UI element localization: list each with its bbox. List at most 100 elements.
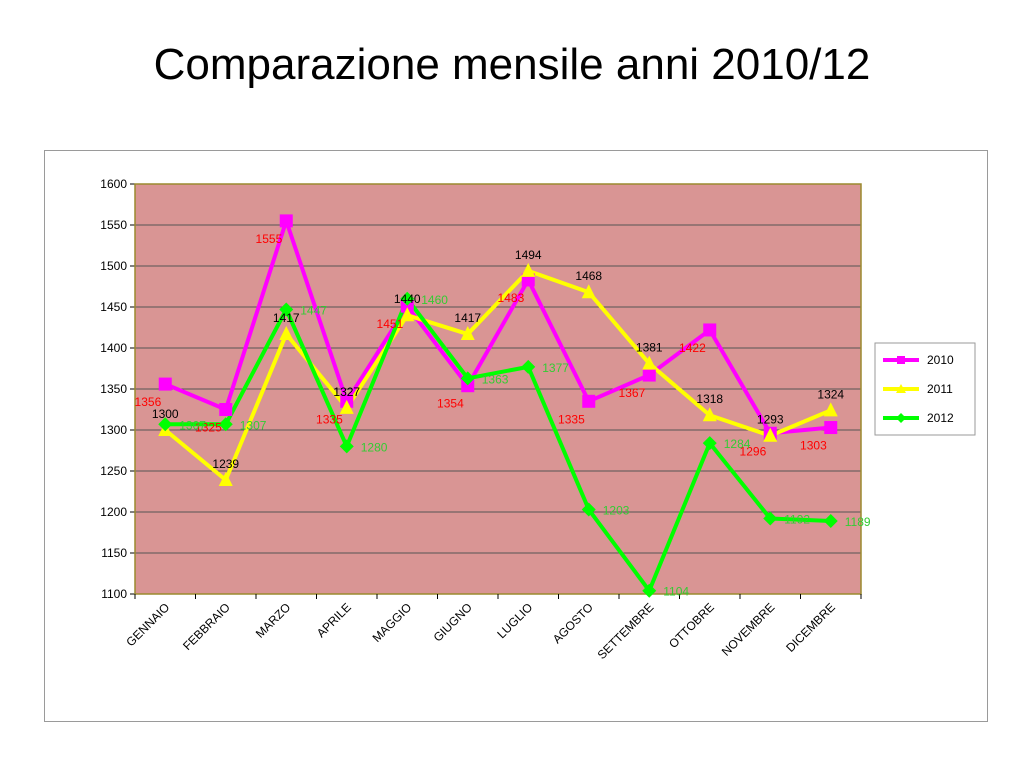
x-tick-label: FEBBRAIO <box>180 600 233 653</box>
data-label-2010: 1354 <box>437 397 464 411</box>
data-label-2012: 1192 <box>784 513 810 527</box>
data-label-2011: 1318 <box>696 392 723 406</box>
data-label-2010: 1367 <box>619 386 646 400</box>
data-label-2012: 1377 <box>542 361 569 375</box>
data-label-2010: 1325 <box>195 421 222 435</box>
series-line-2012 <box>165 296 831 593</box>
data-label-2012: 1189 <box>845 515 871 529</box>
data-label-2010: 1451 <box>377 317 404 331</box>
legend-label-2010: 2010 <box>927 353 954 367</box>
data-point-2010 <box>642 368 656 382</box>
x-tick-label: GIUGNO <box>431 600 475 644</box>
data-label-2012: 1363 <box>482 372 509 386</box>
y-tick-label: 1250 <box>100 464 127 478</box>
data-point-2011 <box>581 284 596 299</box>
data-label-2012: 1460 <box>421 293 448 307</box>
data-point-2012 <box>218 417 233 432</box>
line-chart: 1100 1150 1200 1250 1300 1350 1400 1450 1500 1550… <box>100 177 976 662</box>
data-point-2012 <box>581 502 596 517</box>
data-point-2011 <box>763 427 778 442</box>
data-point-2012 <box>763 511 778 526</box>
data-label-2010: 1296 <box>740 444 767 458</box>
data-label-2012: 1284 <box>724 437 751 451</box>
data-label-2011: 1417 <box>273 311 300 325</box>
data-point-2012 <box>702 436 717 451</box>
data-label-2011: 1324 <box>817 387 844 401</box>
data-point-2012 <box>823 514 838 529</box>
data-label-2012: 1104 <box>663 585 689 599</box>
data-point-2011 <box>339 399 354 414</box>
data-point-2012 <box>279 302 294 317</box>
data-point-2012 <box>400 291 415 306</box>
data-label-2010: 1555 <box>256 232 283 246</box>
y-tick-label: 1100 <box>101 587 127 601</box>
data-label-2010: 1335 <box>316 412 343 426</box>
data-point-2011 <box>702 407 717 422</box>
data-label-2012: 1203 <box>603 504 630 518</box>
data-point-2011 <box>460 326 475 341</box>
x-tick-label: LUGLIO <box>494 600 535 641</box>
data-point-2012 <box>158 417 173 432</box>
legend-marker-2010 <box>897 356 905 364</box>
y-tick-label: 1350 <box>100 382 127 396</box>
y-tick-label: 1300 <box>100 423 127 437</box>
data-label-2011: 1327 <box>333 385 360 399</box>
x-tick-label: MARZO <box>253 600 294 641</box>
data-point-2010 <box>219 403 233 416</box>
x-tick-label: AGOSTO <box>550 600 596 646</box>
legend-marker-2011 <box>896 384 906 393</box>
data-point-2011 <box>642 355 657 370</box>
y-tick-label: 1200 <box>100 505 127 519</box>
data-label-2011: 1468 <box>575 269 602 283</box>
chart-frame: 1100 1150 1200 1250 1300 1350 1400 1450 1500 1550… <box>44 150 988 722</box>
data-point-2011 <box>279 326 294 341</box>
data-point-2010 <box>279 214 293 228</box>
data-label-2010: 1483 <box>498 291 525 305</box>
data-point-2010 <box>824 421 838 435</box>
data-point-2012 <box>460 371 475 386</box>
y-tick-label: 1500 <box>100 259 127 273</box>
data-point-2011 <box>400 307 415 322</box>
slide-title: Comparazione mensile anni 2010/12 <box>153 40 871 89</box>
data-label-2010: 1356 <box>135 395 162 409</box>
data-label-2012: 1307 <box>240 418 267 432</box>
data-label-2010: 1335 <box>558 412 585 426</box>
legend-marker-2012 <box>896 413 906 423</box>
x-tick-label: NOVEMBRE <box>719 600 777 658</box>
data-label-2012: 1280 <box>361 440 388 454</box>
y-tick-label: 1400 <box>100 341 127 355</box>
data-label-2011: 1239 <box>212 457 239 471</box>
x-tick-label: MAGGIO <box>370 600 415 645</box>
x-tick-label: OTTOBRE <box>666 600 717 651</box>
data-label-2011: 1293 <box>757 413 784 427</box>
data-label-2011: 1440 <box>394 292 421 306</box>
data-point-2010 <box>703 323 717 337</box>
data-point-2010 <box>158 377 172 391</box>
data-label-2012: 1447 <box>300 303 327 317</box>
x-tick-label: APRILE <box>314 600 354 640</box>
y-tick-label: 1550 <box>100 218 127 232</box>
legend-label-2012: 2012 <box>927 411 954 425</box>
data-point-2011 <box>218 472 233 487</box>
x-tick-label: GENNAIO <box>123 600 172 649</box>
data-label-2010: 1303 <box>800 439 827 453</box>
data-label-2011: 1494 <box>515 248 542 262</box>
data-point-2011 <box>823 402 838 417</box>
data-point-2010 <box>582 394 596 408</box>
x-tick-label: SETTEMBRE <box>595 600 657 662</box>
data-label-2012: 1307 <box>179 418 206 432</box>
data-point-2011 <box>521 262 536 277</box>
series-line-2011 <box>163 268 832 483</box>
data-label-2011: 1417 <box>454 311 481 325</box>
data-point-2012 <box>521 359 536 374</box>
x-tick-label: DICEMBRE <box>783 600 838 655</box>
data-point-2012 <box>642 583 657 598</box>
y-tick-label: 1150 <box>101 546 127 560</box>
y-tick-label: 1450 <box>100 300 127 314</box>
data-label-2011: 1381 <box>636 341 663 355</box>
y-tick-label: 1600 <box>100 177 127 191</box>
series-line-2010 <box>164 218 831 436</box>
data-label-2010: 1422 <box>679 341 706 355</box>
data-point-2012 <box>339 439 354 454</box>
legend-label-2011: 2011 <box>927 382 953 396</box>
